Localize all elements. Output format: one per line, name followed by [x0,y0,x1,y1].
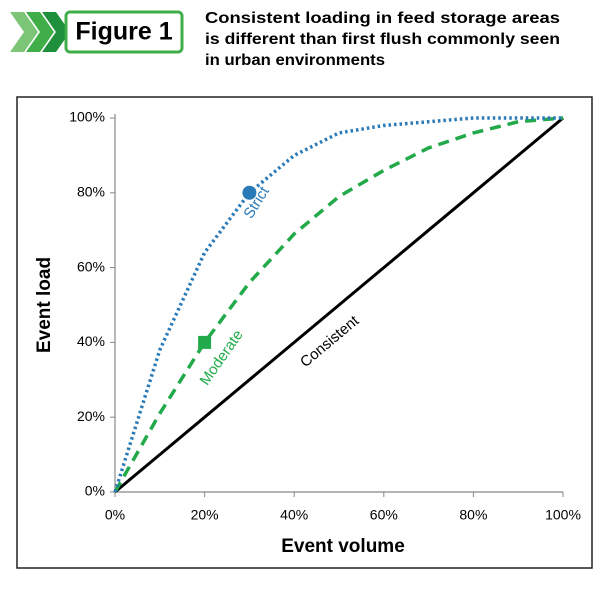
y-axis-label: Event load [34,257,55,353]
y-tick-label: 100% [69,109,105,125]
chevrons [10,12,70,52]
y-tick-label: 60% [77,258,105,274]
chart-title: Consistent loading in feed storage areas [205,10,560,27]
figure-label: Figure 1 [75,18,172,46]
frame [16,96,593,569]
series-label: Consistent [297,312,363,371]
series-line [114,116,564,494]
y-tick-label: 80% [77,184,105,200]
x-axis-label: Event volume [281,536,405,557]
chart-title: in urban environments [205,52,385,69]
figure-box [64,10,184,54]
series-line [113,116,563,493]
series-line [113,116,564,493]
point-marker [242,185,257,200]
x-tick-label: 40% [280,507,308,523]
x-tick-label: 80% [459,507,487,523]
x-tick-label: 60% [370,507,398,523]
x-tick-label: 20% [191,507,219,523]
x-tick-label: 100% [545,507,581,523]
y-tick-label: 40% [77,333,105,349]
chart-title: is different than first flush commonly s… [205,31,560,48]
x-tick-label: 0% [105,507,125,523]
y-tick-label: 20% [77,408,105,424]
y-tick-label: 0% [85,483,105,499]
point-marker [198,335,212,349]
